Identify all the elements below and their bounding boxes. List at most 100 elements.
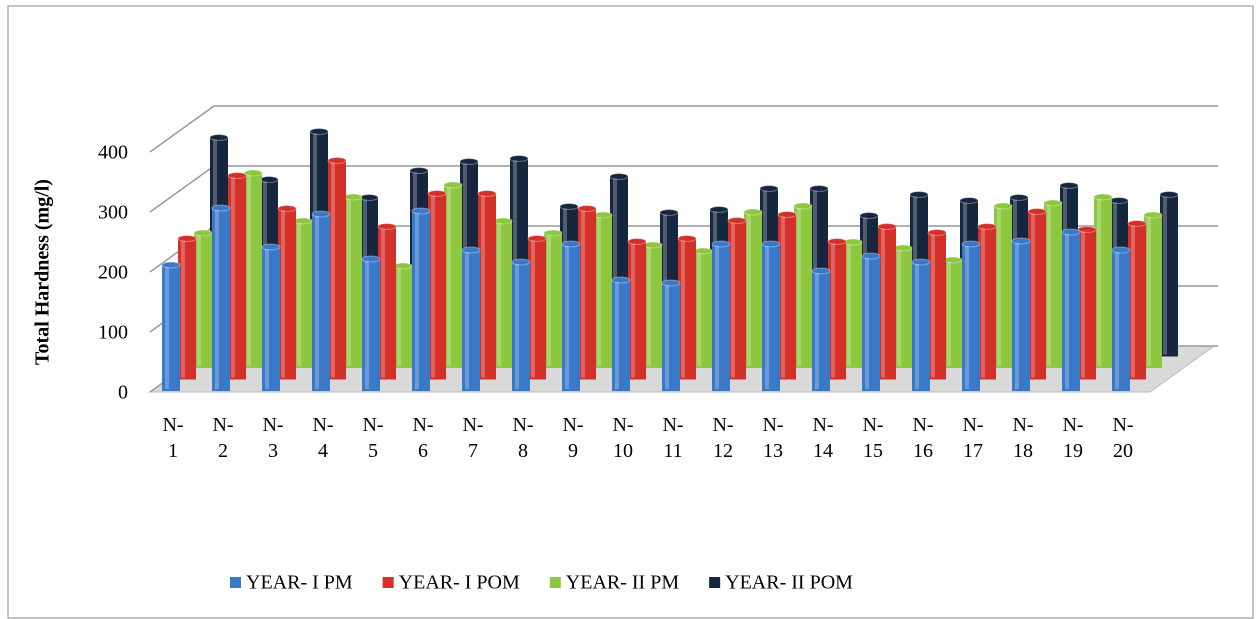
bar-shine (231, 177, 235, 378)
bar-top (259, 176, 279, 183)
bar-body (212, 208, 230, 391)
bar-top (943, 256, 963, 264)
bar-top (1011, 237, 1031, 245)
bar-top (561, 240, 581, 248)
x-tick-label: N-5 (362, 414, 384, 462)
bar (193, 229, 213, 368)
bar (861, 252, 881, 391)
bar-shine (1047, 205, 1051, 366)
bar-shine (513, 160, 517, 355)
bar (1077, 226, 1097, 380)
bar-shine (715, 246, 719, 389)
bar-shine (697, 253, 701, 366)
bar-shine (797, 208, 801, 366)
bar-top (609, 173, 629, 180)
bar (777, 211, 797, 380)
bar-top (1093, 193, 1113, 201)
bar-shine (581, 210, 585, 378)
bar (161, 261, 181, 391)
bar-body (1094, 197, 1112, 368)
bar-shine (165, 267, 169, 389)
bar (477, 190, 497, 380)
x-tick-label: N-3 (262, 414, 284, 462)
bar-top (461, 246, 481, 254)
bar (1043, 199, 1063, 368)
bar-top (411, 207, 431, 215)
bar-shine (215, 210, 219, 389)
bar-top (509, 155, 529, 162)
bar-body (844, 242, 862, 368)
bar-body (744, 212, 762, 368)
bar-shine (197, 235, 201, 366)
y-tick-label: 0 (118, 382, 128, 404)
bar-shine (731, 222, 735, 378)
bar-top (911, 258, 931, 266)
bar-top (793, 202, 813, 210)
bar (827, 238, 847, 380)
bar (761, 240, 781, 391)
bar-top (1077, 226, 1097, 233)
bar-body (1144, 215, 1162, 368)
bar-body (662, 283, 680, 391)
bar-body (878, 226, 896, 380)
legend-swatch (230, 577, 241, 588)
bar-body (694, 251, 712, 368)
bar-body (778, 214, 796, 380)
bar-top (709, 206, 729, 213)
bar-body (462, 250, 480, 391)
x-tick-label: N-1 (162, 414, 184, 462)
bar (843, 238, 863, 368)
bar-shine (665, 285, 669, 389)
legend-swatch (382, 577, 394, 588)
bar-top (759, 185, 779, 192)
bar-top (493, 217, 513, 225)
bar-body (728, 220, 746, 380)
bar-body (328, 160, 346, 380)
bar-shine (631, 243, 635, 378)
bar-top (511, 258, 531, 266)
bar (1143, 211, 1163, 368)
bar-top (659, 209, 679, 216)
bar-top (877, 223, 897, 230)
bar-shine (565, 246, 569, 389)
bar-top (843, 238, 863, 246)
bar-shine (1115, 252, 1119, 389)
bar-body (362, 259, 380, 391)
bar (311, 210, 331, 391)
bar-body (1112, 250, 1130, 391)
bar-shine (831, 243, 835, 378)
bar-shine (981, 228, 985, 378)
bar-shine (915, 264, 919, 389)
legend-label: YEAR- I POM (399, 572, 520, 594)
x-tick-label: N-9 (562, 414, 584, 462)
bar-body (1028, 211, 1046, 380)
bar-top (443, 181, 463, 189)
bar (443, 181, 463, 368)
bar-body (478, 193, 496, 380)
x-tick-label: N-7 (462, 414, 484, 462)
bar-body (912, 262, 930, 391)
bar-body (378, 226, 396, 380)
bar-body (994, 206, 1012, 368)
bar-top (627, 238, 647, 245)
bar-top (359, 194, 379, 201)
bar-body (178, 238, 196, 380)
bar-shine (597, 217, 601, 366)
bar (793, 202, 813, 368)
bar (461, 246, 481, 391)
bar (593, 211, 613, 368)
bar-top (677, 235, 697, 242)
bar-top (1127, 220, 1147, 227)
bar (1061, 228, 1081, 391)
y-tick-label: 200 (98, 262, 128, 284)
y-tick-label: 100 (98, 322, 128, 344)
bar-body (644, 245, 662, 368)
bar-top (1027, 208, 1047, 215)
bar-body (228, 175, 246, 380)
bar-shine (613, 178, 617, 355)
bar-body (162, 265, 180, 391)
bar (927, 229, 947, 380)
bar-body (528, 238, 546, 380)
bar-shine (531, 240, 535, 378)
bar (511, 258, 531, 391)
